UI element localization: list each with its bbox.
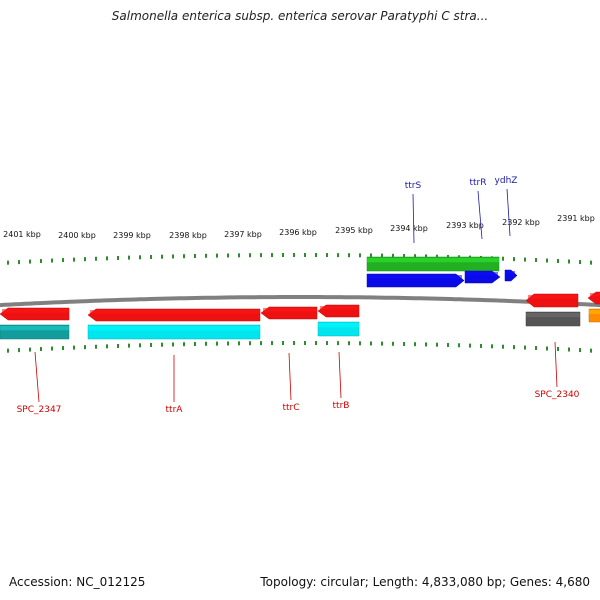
label-leader-line [338,351,342,399]
scale-label: 2401 kbp [3,230,41,239]
gene-label-ttrb[interactable]: ttrB [333,401,350,411]
feature-cyan-reverse-inner-highlight [88,326,260,331]
scale-label: 2398 kbp [169,231,207,240]
gene-label-ydhz[interactable]: ydhZ [495,176,518,186]
feature-tracks [0,256,600,340]
gene-spc-2340-highlight [528,295,578,299]
accession-label: Accession: NC_012125 [9,575,146,589]
label-leader-line [412,193,415,244]
gene-ttrs-highlight [367,275,462,279]
gene-fragment-highlight [590,293,600,297]
gene-ttrb-highlight [320,306,359,310]
label-leader-line [477,190,483,240]
gene-label-spc-2340[interactable]: SPC_2340 [535,390,580,400]
label-leader-line [554,341,558,388]
feature-teal-reverse-inner-highlight [0,326,69,331]
organism-title: Salmonella enterica subsp. enterica sero… [111,9,489,23]
feature-orange-reverse-inner-highlight [589,310,600,314]
scale-label: 2392 kbp [502,218,540,227]
gene-label-ttrs[interactable]: ttrS [405,181,422,191]
lower-tick-ring [7,341,592,353]
genome-backbone [0,295,600,308]
scale-label: 2391 kbp [557,214,595,223]
feature-gray-reverse-inner-highlight [526,313,580,318]
feature-cyan-reverse-inner-highlight [318,323,359,328]
scale-label: 2400 kbp [58,231,96,240]
scale-label: 2397 kbp [224,230,262,239]
gene-ydhz-highlight [505,271,515,275]
gene-label-spc-2347[interactable]: SPC_2347 [17,405,62,415]
label-leader-line [506,188,511,237]
scale-label: 2395 kbp [335,226,373,235]
genome-summary: Topology: circular; Length: 4,833,080 bp… [260,575,590,589]
label-leader-line [34,351,40,403]
gene-label-ttra[interactable]: ttrA [166,405,184,415]
scale-label: 2396 kbp [279,228,317,237]
gene-spc-2347-highlight [2,309,69,313]
label-leader-line [288,352,292,401]
scale-label: 2393 kbp [446,221,484,230]
gene-label-ttrr[interactable]: ttrR [469,178,486,188]
upper-tick-ring [7,253,592,265]
gene-ttra-highlight [90,310,260,314]
scale-label: 2399 kbp [113,231,151,240]
scale-labels: 2401 kbp 2400 kbp 2399 kbp 2398 kbp 2397 kbp… [3,214,595,240]
gene-tracks [0,269,600,322]
scale-label: 2394 kbp [390,224,428,233]
gene-ttrc-highlight [263,308,317,312]
backbone-group [0,295,600,308]
gene-label-ttrc[interactable]: ttrC [282,403,299,413]
gene-ttrr-highlight [465,272,498,276]
feature-green-forward-outer-highlight [367,258,499,263]
gene-labels: SPC_2347 ttrA ttrC ttrB SPC_2340 ttrS ttrR ydhZ [17,176,580,415]
